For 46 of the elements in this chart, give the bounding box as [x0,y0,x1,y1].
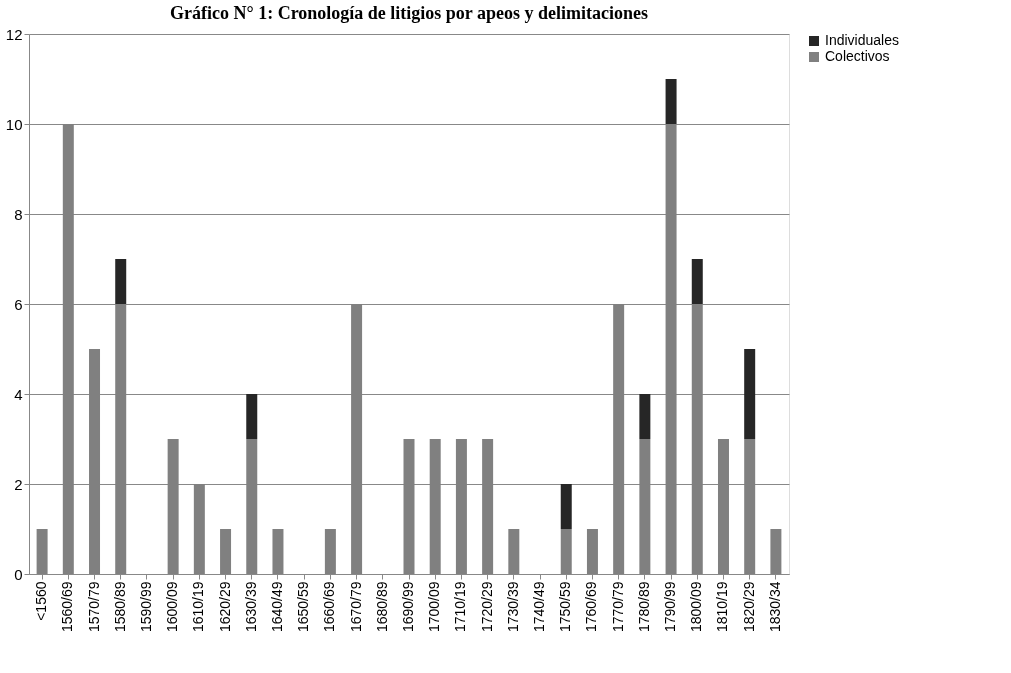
x-tick-label: 1740/49 [531,581,548,633]
x-tick-label: 1660/69 [321,581,338,633]
x-tick-label: 1810/19 [714,581,731,633]
x-tick-label: 1720/29 [478,581,495,633]
bar [115,259,127,304]
x-tick-label: 1580/89 [111,581,128,633]
x-tick-label: 1690/99 [400,581,416,633]
bar [691,259,703,304]
chart-title: Gráfico N° 1: Cronología de litigios por apeos y delimitaciones [169,3,649,23]
x-tick-label: 1730/39 [504,581,521,633]
y-tick-label: 6 [14,295,23,313]
x-tick-label: 1650/59 [295,581,312,633]
x-tick-label: 1790/99 [662,581,679,633]
x-tick-label: 1590/99 [137,581,154,633]
y-tick-label: 2 [14,475,23,493]
x-tick-label: 1600/09 [164,581,181,633]
x-tick-label: 1760/69 [583,581,600,633]
x-tick-label: 1780/89 [635,581,652,633]
x-tick-label: 1560/69 [59,581,76,633]
x-tick-label: 1610/19 [190,581,207,633]
y-tick-label: 8 [14,205,23,223]
x-tick-label: 1670/79 [347,581,364,633]
x-tick-label: 1820/29 [740,581,757,633]
y-tick-label: 4 [14,385,23,403]
x-tick-label: 1630/39 [242,581,259,633]
bar [246,394,258,439]
x-tick-label: 1800/09 [688,581,705,633]
x-tick-label: 1680/89 [373,581,390,633]
bar [744,349,756,439]
bar [639,394,651,439]
x-tick-label: 1830/34 [766,581,783,633]
bar [560,484,572,529]
x-tick-label: 1750/59 [557,581,574,633]
y-tick-label: 12 [5,25,23,43]
x-tick-label: 1620/29 [216,581,233,633]
x-tick-label: <1560 [33,581,50,621]
y-tick-label: 10 [5,115,23,133]
x-tick-label: 1770/79 [609,581,626,633]
x-tick-label: 1700/09 [426,581,443,633]
x-tick-label: 1640/49 [268,581,285,633]
legend-label: Individuales [825,32,899,48]
x-tick-label: 1710/19 [452,581,469,633]
legend-label: Colectivos [825,48,890,64]
y-tick-label: 0 [14,565,23,583]
bar [665,79,677,124]
x-tick-label: 1570/79 [85,581,102,633]
